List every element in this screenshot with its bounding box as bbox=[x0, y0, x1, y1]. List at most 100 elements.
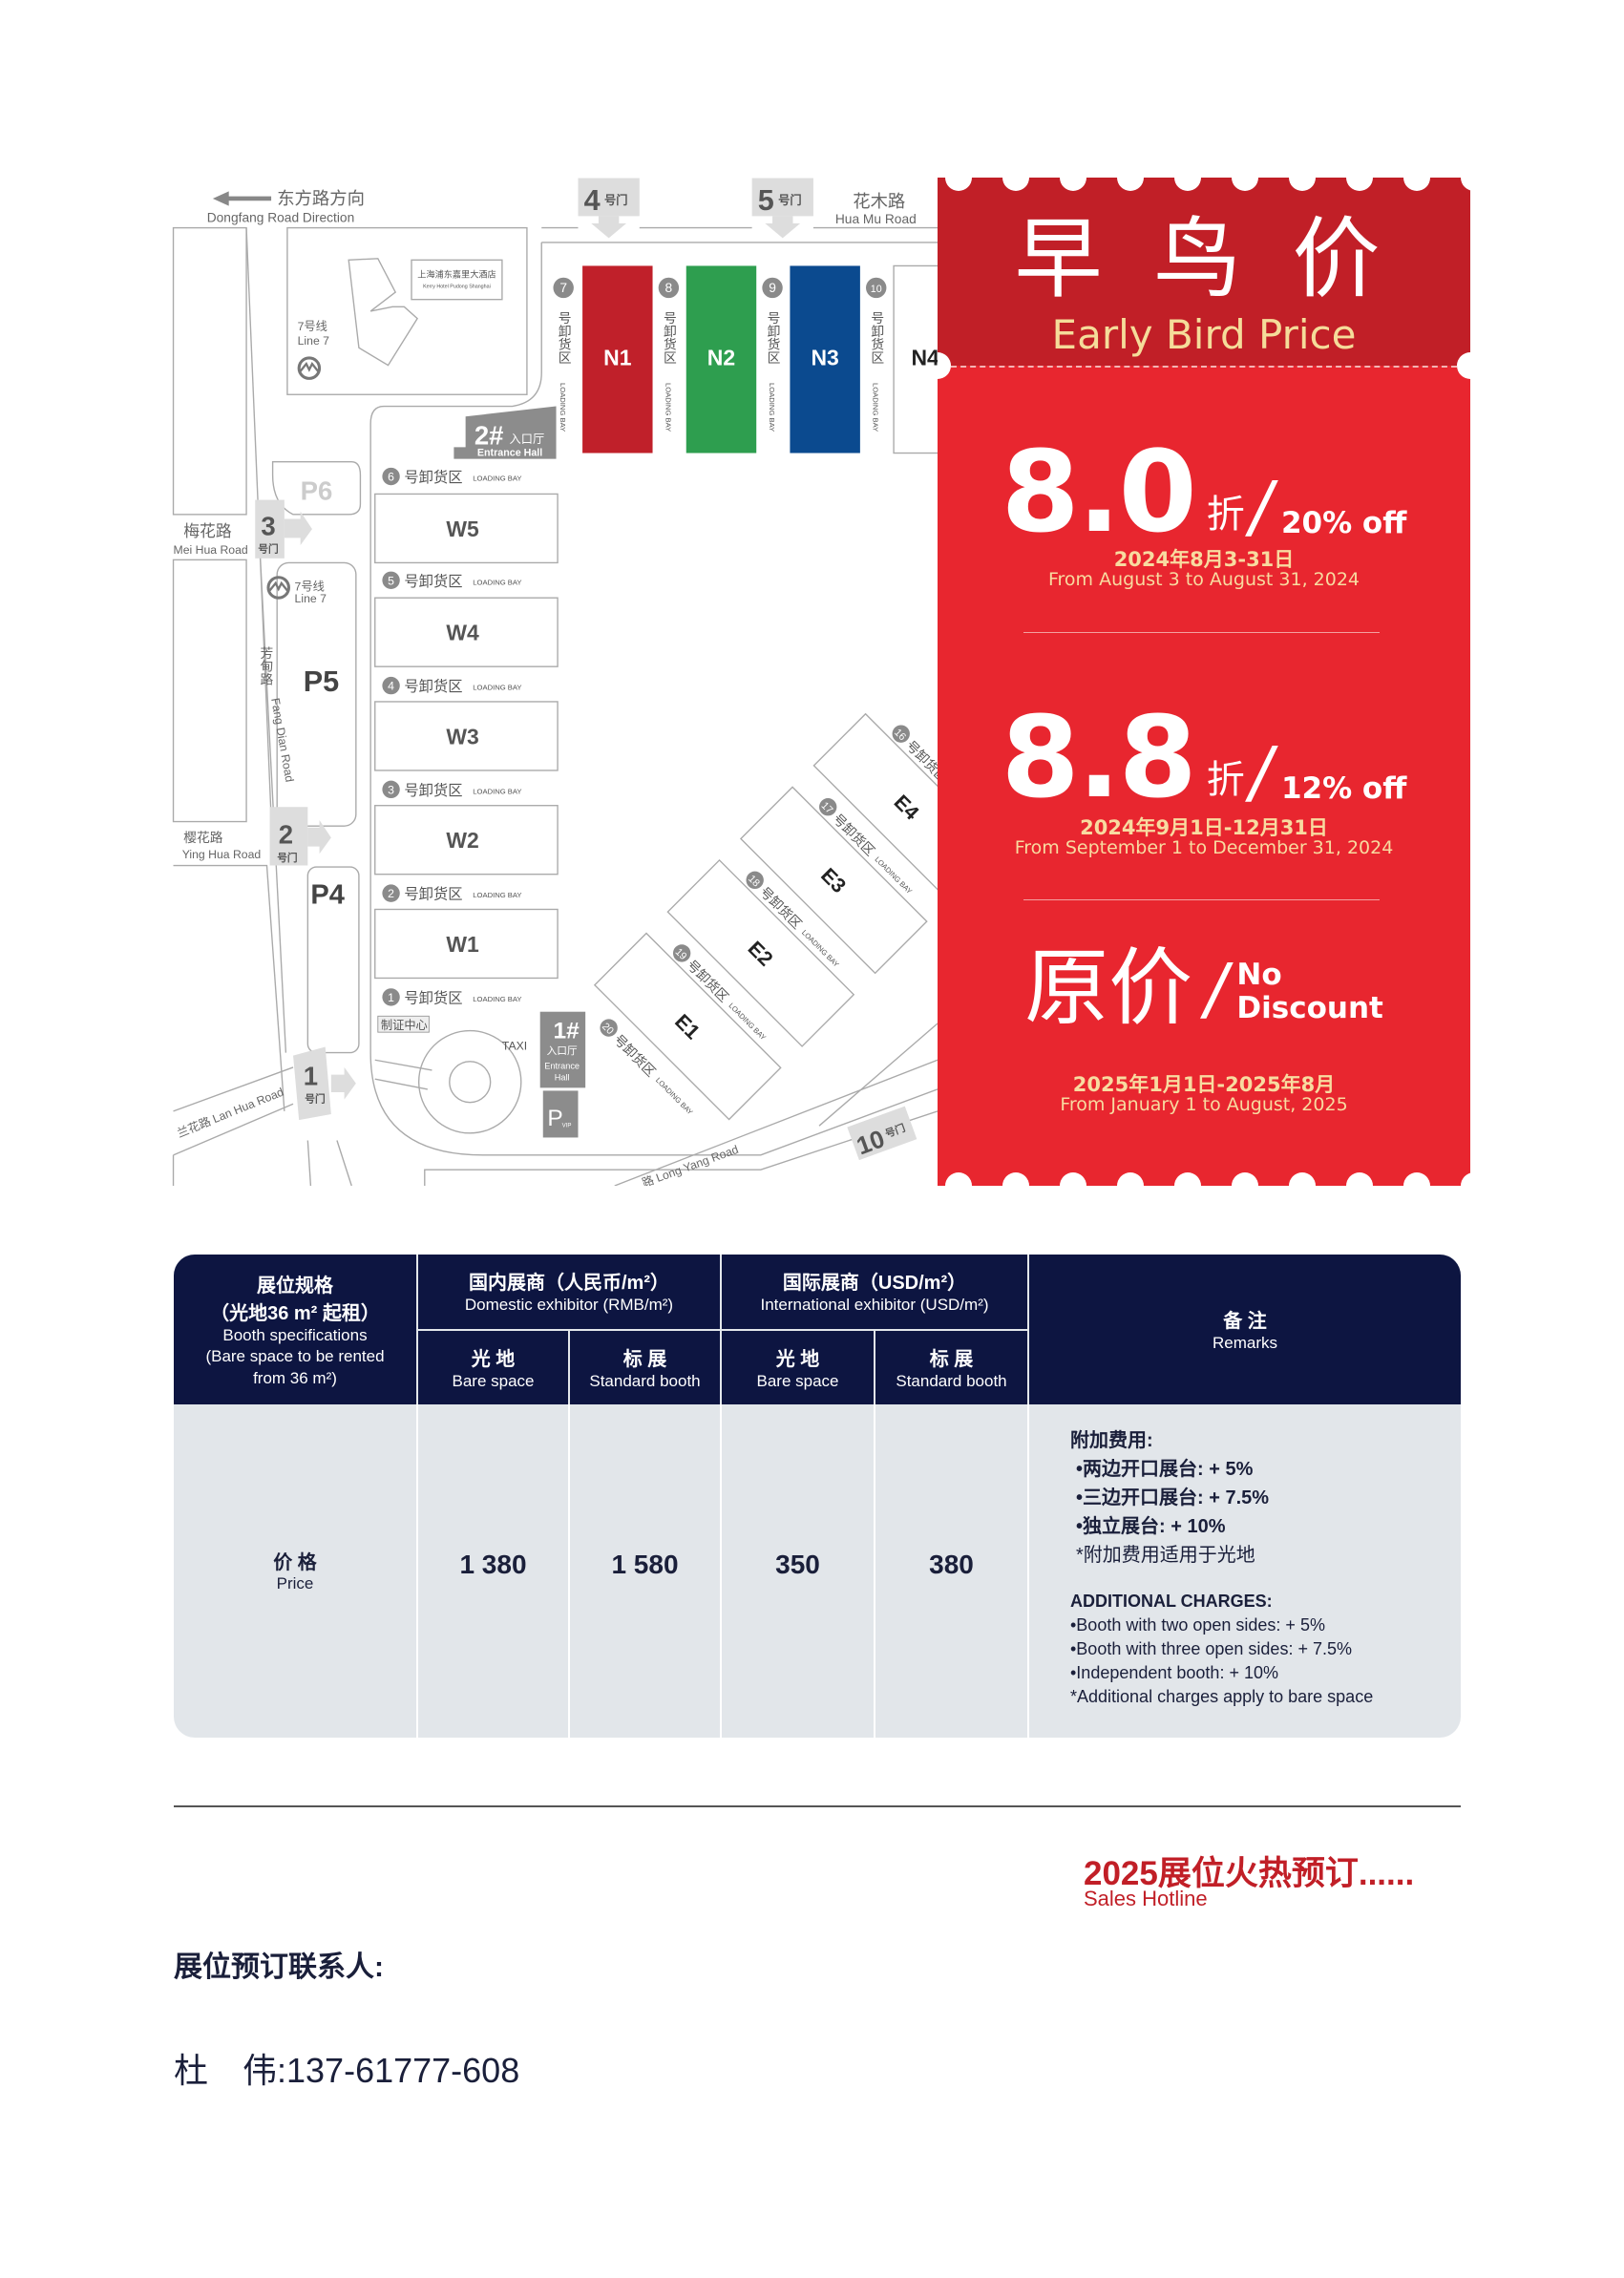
huamu-road-label: 花木路 bbox=[853, 191, 905, 211]
ticket-scallop bbox=[1117, 178, 1144, 191]
svg-text:7: 7 bbox=[559, 281, 567, 295]
row-label-en: Price bbox=[276, 1574, 314, 1592]
ticket-notch bbox=[938, 352, 951, 379]
svg-text:号卸货区: 号卸货区 bbox=[869, 311, 884, 364]
svg-text:Entrance Hall: Entrance Hall bbox=[477, 448, 542, 459]
svg-text:号门: 号门 bbox=[778, 193, 801, 207]
remarks-en-block: ADDITIONAL CHARGES: •Booth with two open… bbox=[1070, 1590, 1373, 1709]
remark-item: *Additional charges apply to bare space bbox=[1070, 1687, 1374, 1706]
tier-discount: 8.8 bbox=[1001, 691, 1197, 823]
spec-en-2: (Bare space to be rented bbox=[205, 1347, 385, 1366]
yinghua-road-label: 樱花路 bbox=[183, 830, 223, 845]
svg-text:号卸货区: 号卸货区 bbox=[404, 574, 462, 590]
remarks-en: Remarks bbox=[1212, 1333, 1277, 1352]
svg-text:W4: W4 bbox=[446, 621, 479, 645]
tier-1: 8.0 折 / 20% off bbox=[938, 435, 1470, 552]
gate-4: 4 号门 bbox=[578, 178, 640, 239]
svg-text:号卸货区: 号卸货区 bbox=[557, 311, 572, 364]
row-label-price: 价 格 Price bbox=[174, 1547, 416, 1593]
remark-item: •Booth with three open sides: + 7.5% bbox=[1070, 1639, 1352, 1658]
ticket-scallop bbox=[945, 1172, 972, 1186]
tier-unit: 折 bbox=[1206, 759, 1245, 801]
svg-text:号门: 号门 bbox=[604, 193, 627, 207]
svg-text:号卸货区: 号卸货区 bbox=[404, 470, 462, 486]
tier-date-en: From September 1 to December 31, 2024 bbox=[1014, 837, 1394, 858]
svg-text:2: 2 bbox=[279, 820, 293, 850]
hall-n2 bbox=[685, 265, 757, 453]
dashed-divider bbox=[951, 366, 1457, 368]
arrow-left-icon bbox=[212, 191, 272, 206]
east-halls: E1 E2 E3 E4 bbox=[593, 712, 938, 1121]
gate-3: 3 号门 bbox=[255, 499, 312, 559]
west-halls: W5 W4 W3 W2 W1 bbox=[374, 493, 559, 980]
svg-text:LOADING BAY: LOADING BAY bbox=[473, 995, 521, 1003]
promo-title: 早 鸟 价 bbox=[1014, 211, 1394, 308]
hall-n1-label: N1 bbox=[603, 346, 632, 370]
remarks-cn-title: 附加费用: bbox=[1070, 1430, 1153, 1451]
tier-divider bbox=[1023, 632, 1380, 633]
dongfang-road-label-en: Dongfang Road Direction bbox=[207, 210, 355, 224]
panel-header-band bbox=[938, 178, 1470, 366]
domestic-cn: 国内展商（人民币/m²） bbox=[469, 1273, 669, 1295]
svg-text:W2: W2 bbox=[446, 828, 478, 853]
header-sub: 光 地 Bare space bbox=[722, 1331, 874, 1404]
dongfang-road-label: 东方路方向 bbox=[277, 188, 365, 208]
header-international: 国际展商（USD/m²） International exhibitor (US… bbox=[722, 1255, 1027, 1329]
parking-p6: P6 bbox=[301, 476, 333, 506]
header-sub: 标 展 Standard booth bbox=[875, 1331, 1027, 1404]
svg-text:5: 5 bbox=[388, 574, 394, 587]
line7-label-en: Line 7 bbox=[298, 334, 330, 348]
price-intl-standard: 380 bbox=[929, 1550, 974, 1579]
ticket-scallop bbox=[945, 178, 972, 191]
contact-phone[interactable]: 137-61777-608 bbox=[286, 2051, 520, 2090]
hall-n1 bbox=[582, 265, 653, 453]
header-booth-spec: 展位规格 （光地36 m² 起租） Booth specifications (… bbox=[174, 1255, 416, 1404]
longyang-road-label: 路 Long Yang Road bbox=[640, 1142, 740, 1186]
line7-label-en: Line 7 bbox=[295, 592, 327, 605]
price-table: 展位规格 （光地36 m² 起租） Booth specifications (… bbox=[174, 1255, 1461, 1738]
svg-text:9: 9 bbox=[769, 281, 776, 295]
svg-text:LOADING BAY: LOADING BAY bbox=[768, 383, 776, 432]
svg-text:号门: 号门 bbox=[277, 852, 297, 864]
svg-text:8: 8 bbox=[665, 281, 673, 295]
ticket-scallop bbox=[1461, 1172, 1470, 1186]
remark-item: *附加费用适用于光地 bbox=[1076, 1545, 1255, 1566]
gate-5: 5 号门 bbox=[751, 178, 813, 239]
ticket-scallop bbox=[1060, 178, 1086, 191]
spec-cn: 展位规格 bbox=[257, 1276, 333, 1297]
tier-date-cn: 2024年8月3-31日 bbox=[1113, 548, 1295, 571]
row-label-cn: 价 格 bbox=[273, 1552, 317, 1573]
remarks-cn-block: 附加费用: •两边开口展台: + 5% •三边开口展台: + 7.5% •独立展… bbox=[1070, 1426, 1269, 1570]
remark-item: •独立展台: + 10% bbox=[1076, 1516, 1226, 1537]
intl-cn: 国际展商（USD/m²） bbox=[782, 1273, 967, 1295]
price-intl-bare: 350 bbox=[775, 1550, 820, 1579]
svg-text:10: 10 bbox=[871, 284, 882, 295]
contact-line: 杜 伟:137-61777-608 bbox=[174, 2043, 519, 2093]
svg-text:LOADING BAY: LOADING BAY bbox=[473, 891, 521, 899]
ticket-scallop bbox=[1289, 178, 1316, 191]
tier-3: 原价 / No Discount bbox=[938, 940, 1470, 1035]
svg-text:入口厅: 入口厅 bbox=[510, 432, 545, 446]
svg-text:W3: W3 bbox=[446, 724, 478, 749]
svg-text:LOADING BAY: LOADING BAY bbox=[473, 684, 521, 692]
ticket-scallop bbox=[1002, 178, 1029, 191]
svg-text:4: 4 bbox=[388, 680, 394, 693]
tier-discount: 原价 bbox=[1024, 940, 1193, 1035]
svg-text:号卸货区: 号卸货区 bbox=[404, 783, 462, 799]
header-sub: 标 展 Standard booth bbox=[570, 1331, 720, 1404]
hall-n3 bbox=[790, 265, 860, 453]
fangdian-road-label: 芳甸路 bbox=[258, 645, 273, 686]
slash-divider: / bbox=[1196, 949, 1236, 1034]
ticket-scallop bbox=[1060, 1172, 1086, 1186]
tier-off-line1: No bbox=[1236, 957, 1282, 992]
gate-2: 2 号门 bbox=[269, 807, 331, 866]
gate-10: 10 号门 bbox=[847, 1106, 917, 1160]
header-sub: 光 地 Bare space bbox=[418, 1331, 568, 1404]
svg-text:W1: W1 bbox=[446, 932, 479, 957]
ticket-scallop bbox=[1174, 178, 1201, 191]
svg-text:VIP: VIP bbox=[562, 1123, 572, 1129]
meihua-road-label-en: Mei Hua Road bbox=[174, 543, 248, 557]
tier-off: 20% off bbox=[1280, 506, 1407, 540]
tier-date-cn: 2025年1月1日-2025年8月 bbox=[1072, 1073, 1336, 1096]
header-domestic: 国内展商（人民币/m²） Domestic exhibitor (RMB/m²) bbox=[418, 1255, 720, 1329]
